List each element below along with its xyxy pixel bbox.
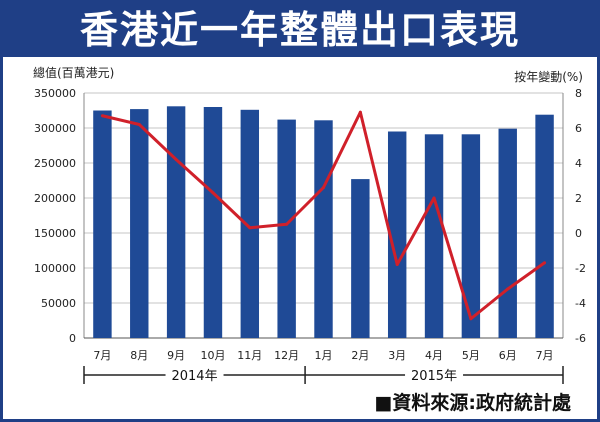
x-tick-label: 2月: [351, 349, 369, 362]
y2-tick-label: 6: [575, 122, 582, 135]
chart-title: 香港近一年整體出口表現: [79, 7, 520, 52]
y2-tick-label: 0: [575, 227, 582, 240]
x-tick-label: 4月: [425, 349, 443, 362]
x-tick-label: 6月: [499, 349, 517, 362]
year-label-bg: [405, 365, 464, 385]
year-label: 2014年: [171, 369, 217, 384]
bar-export-value: [130, 109, 149, 338]
y-axis-label: 總值(百萬港元): [33, 65, 114, 80]
y2-tick-label: 8: [575, 87, 582, 100]
y-tick-label: 200000: [34, 192, 76, 205]
bar-export-value: [498, 128, 517, 338]
bar-export-value: [351, 179, 370, 338]
y-tick-label: 350000: [34, 87, 76, 100]
bar-export-value: [166, 106, 186, 338]
bar-export-value: [424, 134, 444, 338]
bar-export-value: [461, 134, 481, 338]
x-tick-label: 3月: [388, 349, 406, 362]
y2-tick-label: 4: [575, 157, 582, 170]
bar-export-value: [387, 131, 407, 338]
x-tick-label: 7月: [93, 349, 111, 362]
x-tick-label: 9月: [167, 349, 185, 362]
bar-export-value: [277, 119, 296, 338]
y-tick-label: 0: [69, 332, 76, 345]
y2-tick-label: -4: [575, 297, 586, 310]
year-label: 2015年: [411, 369, 457, 384]
y2-tick-label: -2: [575, 262, 586, 275]
line-point: [543, 261, 547, 265]
y-tick-label: 50000: [41, 297, 76, 310]
line-point: [395, 263, 399, 266]
line-point: [285, 222, 289, 226]
x-tick-label: 11月: [237, 349, 262, 362]
y2-axis-label: 按年變動(%): [514, 69, 583, 84]
y2-tick-label: 2: [575, 192, 582, 205]
year-label-bg: [165, 365, 224, 385]
x-tick-label: 7月: [536, 349, 554, 362]
title-bar: [3, 3, 597, 57]
y-tick-label: 150000: [34, 227, 76, 240]
line-point: [358, 110, 362, 114]
line-point: [248, 226, 252, 230]
line-point: [322, 186, 325, 189]
x-tick-label: 5月: [462, 349, 480, 362]
line-point: [469, 317, 473, 321]
line-point: [506, 287, 510, 291]
line-point: [137, 123, 141, 126]
bar-export-value: [93, 110, 112, 338]
source-note: ■資料來源:政府統計處: [374, 392, 571, 414]
bar-export-value: [314, 120, 333, 338]
y2-tick-label: -6: [575, 332, 586, 345]
line-point: [211, 191, 215, 195]
bar-export-value: [240, 109, 260, 338]
line-point: [432, 196, 436, 200]
line-point: [100, 114, 104, 118]
bar-export-value: [203, 107, 223, 338]
x-tick-label: 12月: [274, 349, 299, 362]
y-tick-label: 250000: [34, 157, 76, 170]
export-chart: 總值(百萬港元) 按年變動(%)3500003000002500002000001…: [33, 65, 586, 385]
x-tick-label: 10月: [200, 349, 225, 362]
bar-export-value: [535, 114, 554, 338]
y-tick-label: 100000: [34, 262, 76, 275]
x-tick-label: 1月: [315, 349, 333, 362]
x-tick-label: 8月: [130, 349, 148, 362]
y-tick-label: 300000: [34, 122, 76, 135]
line-point: [174, 158, 178, 161]
